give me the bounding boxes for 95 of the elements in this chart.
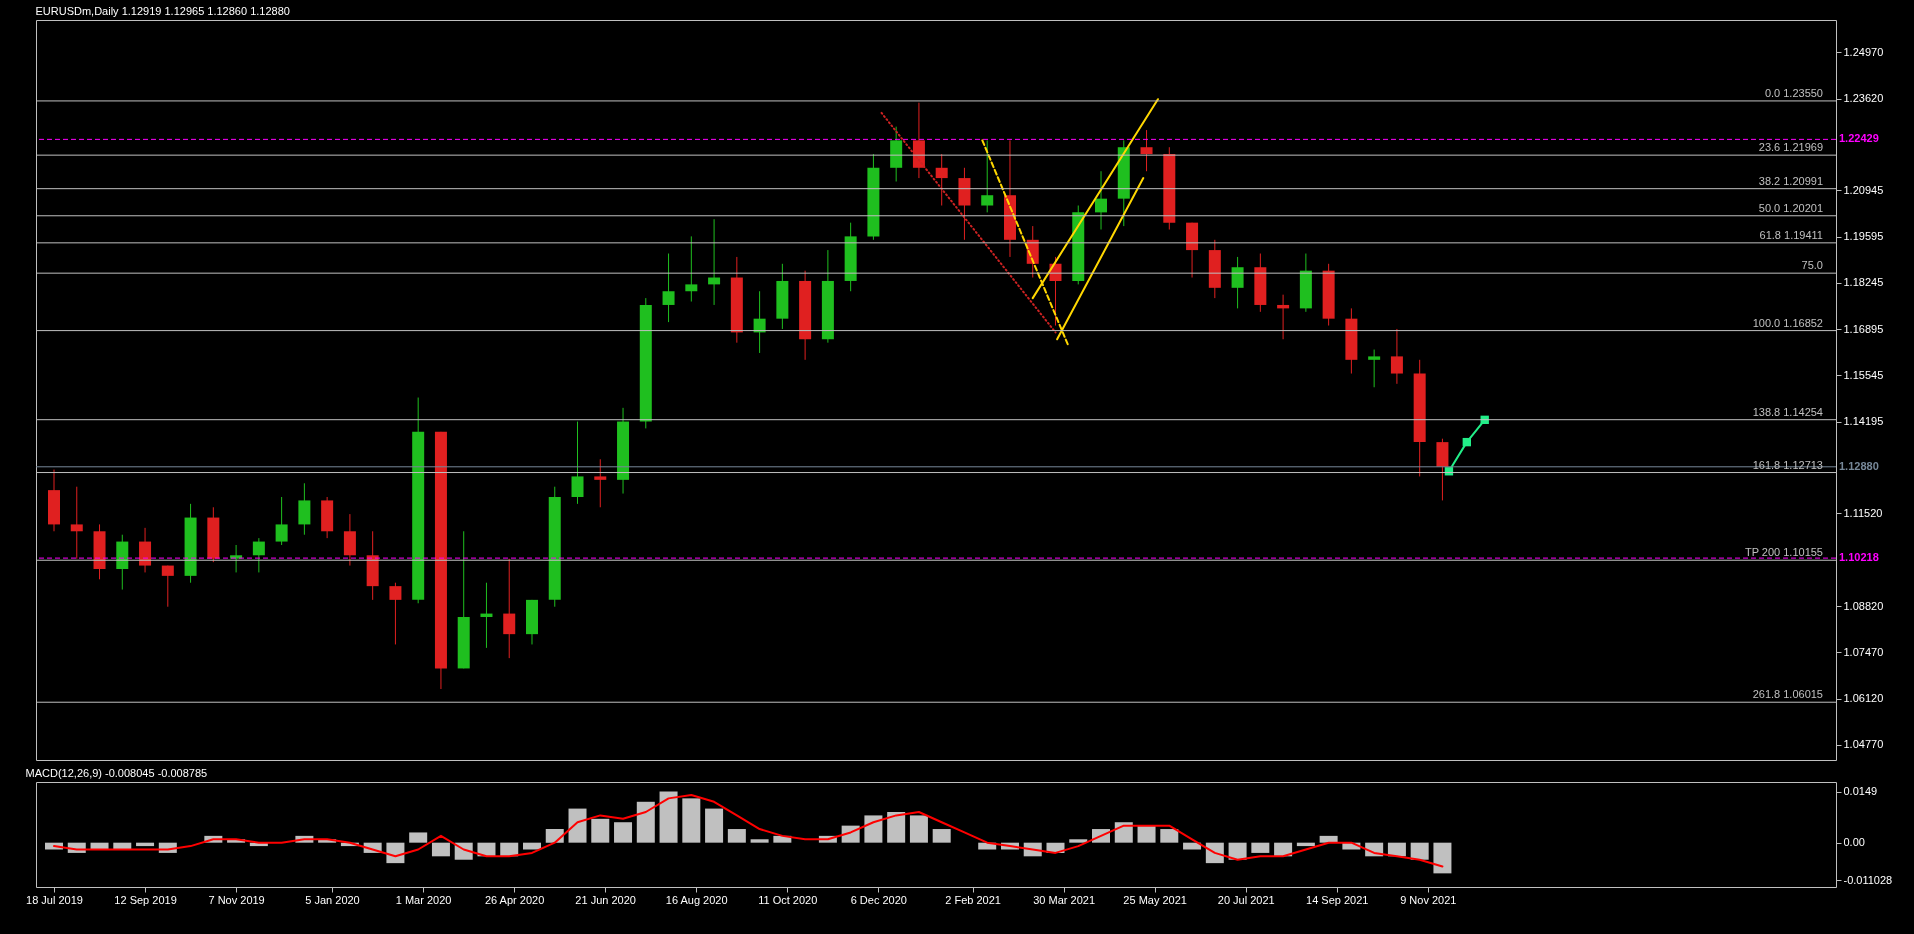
- x-tick-label: 26 Apr 2020: [484, 893, 545, 906]
- candlestick: [1095, 170, 1108, 231]
- point: [1462, 437, 1472, 447]
- bar: [1069, 839, 1088, 843]
- ref-line-label: 161.8 1.12713: [1752, 458, 1823, 471]
- chart-title: EURUSDm,Daily 1.12919 1.12965 1.12860 1.12880: [35, 5, 290, 17]
- line-series: [53, 793, 1444, 868]
- x-tick-label: 5 Jan 2020: [305, 893, 360, 906]
- candlestick: [503, 558, 516, 659]
- x-tick-label: 21 Jun 2020: [575, 893, 636, 906]
- y-tick-label: 0.0149: [1843, 785, 1878, 798]
- ref-line-label: 50.0 1.20201: [1758, 201, 1823, 214]
- candlestick: [1368, 349, 1381, 388]
- y-tick-label: 1.11520: [1843, 506, 1883, 519]
- bar: [1137, 825, 1156, 843]
- bar: [887, 812, 906, 843]
- bar: [636, 801, 655, 843]
- bar: [1410, 842, 1429, 860]
- bar: [864, 815, 883, 843]
- ref-line-label: 61.8 1.19411: [1759, 228, 1823, 241]
- y-tick-label: 1.16895: [1843, 322, 1884, 335]
- candlestick: [252, 537, 265, 573]
- y-tick-label: 1.04770: [1843, 738, 1884, 751]
- x-tick-label: 14 Sep 2021: [1306, 893, 1369, 906]
- ref-line-label: 0.0 1.23550: [1764, 86, 1823, 99]
- candlestick: [161, 565, 174, 608]
- candlestick: [662, 253, 675, 323]
- ref-line-label: 1.22429: [1839, 132, 1879, 145]
- bar: [1183, 842, 1202, 850]
- candlestick: [70, 486, 83, 560]
- bar: [522, 842, 541, 850]
- bar: [705, 808, 724, 843]
- bar: [568, 808, 587, 843]
- x-tick-label: 20 Jul 2021: [1217, 893, 1275, 906]
- ref-line-label: 261.8 1.06015: [1752, 688, 1823, 701]
- x-tick-label: 6 Dec 2020: [850, 893, 907, 906]
- y-tick-label: 1.18245: [1843, 276, 1884, 289]
- x-tick-label: 9 Nov 2021: [1400, 893, 1457, 906]
- x-tick-label: 30 Mar 2021: [1033, 893, 1096, 906]
- y-tick-label: 1.08820: [1843, 599, 1884, 612]
- y-tick-label: 1.19595: [1843, 230, 1884, 243]
- bar: [750, 839, 769, 843]
- candlestick: [343, 513, 356, 567]
- ref-line-label: 138.8 1.14254: [1752, 405, 1823, 418]
- annotation: 75.0: [1801, 259, 1823, 272]
- x-tick-label: 7 Nov 2019: [208, 893, 265, 906]
- bar: [1387, 842, 1406, 857]
- candlestick: [1231, 256, 1244, 309]
- y-tick-label: 1.06120: [1843, 692, 1884, 705]
- x-tick-label: 25 May 2021: [1123, 893, 1187, 906]
- x-tick-label: 16 Aug 2020: [665, 893, 728, 906]
- ref-line-label: 1.12880: [1839, 459, 1879, 472]
- y-tick-label: 0.00: [1843, 836, 1865, 849]
- candlestick: [685, 235, 698, 303]
- bar: [1251, 842, 1270, 853]
- candlestick: [935, 153, 948, 207]
- y-tick-label: 1.07470: [1843, 645, 1884, 658]
- candlestick: [298, 482, 311, 536]
- y-tick-label: 1.15545: [1843, 368, 1884, 381]
- candlestick: [275, 496, 288, 546]
- bar: [978, 842, 997, 850]
- ref-line-label: 38.2 1.20991: [1758, 174, 1823, 187]
- bar: [614, 822, 633, 843]
- ref-line-label: TP 200 1.10155: [1744, 546, 1823, 559]
- bar: [932, 829, 951, 843]
- bar: [1160, 829, 1179, 843]
- bar: [727, 829, 746, 843]
- candlestick: [1140, 129, 1153, 172]
- candlestick: [571, 421, 584, 505]
- candlestick: [1390, 328, 1403, 385]
- x-tick-label: 11 Oct 2020: [758, 893, 818, 906]
- y-tick-label: 1.20945: [1843, 183, 1884, 196]
- ref-line-label: 1.10218: [1839, 551, 1879, 564]
- bar: [909, 815, 928, 843]
- bar: [1319, 835, 1338, 843]
- y-tick-label: 1.14195: [1843, 415, 1884, 428]
- y-tick-label: -0.011028: [1843, 873, 1893, 886]
- bar: [431, 842, 450, 857]
- y-tick-label: 1.24970: [1843, 45, 1884, 58]
- bar: [659, 791, 678, 843]
- x-tick-label: 18 Jul 2019: [26, 893, 83, 906]
- candlestick: [981, 139, 994, 213]
- candlestick: [389, 582, 402, 645]
- bar: [591, 818, 610, 843]
- x-tick-label: 12 Sep 2019: [114, 893, 177, 906]
- x-tick-label: 1 Mar 2020: [395, 893, 452, 906]
- ref-line-label: 100.0 1.16852: [1752, 316, 1823, 329]
- x-tick-label: 2 Feb 2021: [945, 893, 1001, 906]
- ref-line-label: 23.6 1.21969: [1758, 141, 1823, 154]
- chart-title: MACD(12,26,9) -0.008045 -0.008785: [25, 767, 208, 779]
- candlestick: [594, 458, 607, 508]
- bar: [409, 832, 428, 843]
- bar: [1433, 842, 1452, 874]
- bar: [682, 798, 701, 843]
- y-tick-label: 1.23620: [1843, 92, 1884, 105]
